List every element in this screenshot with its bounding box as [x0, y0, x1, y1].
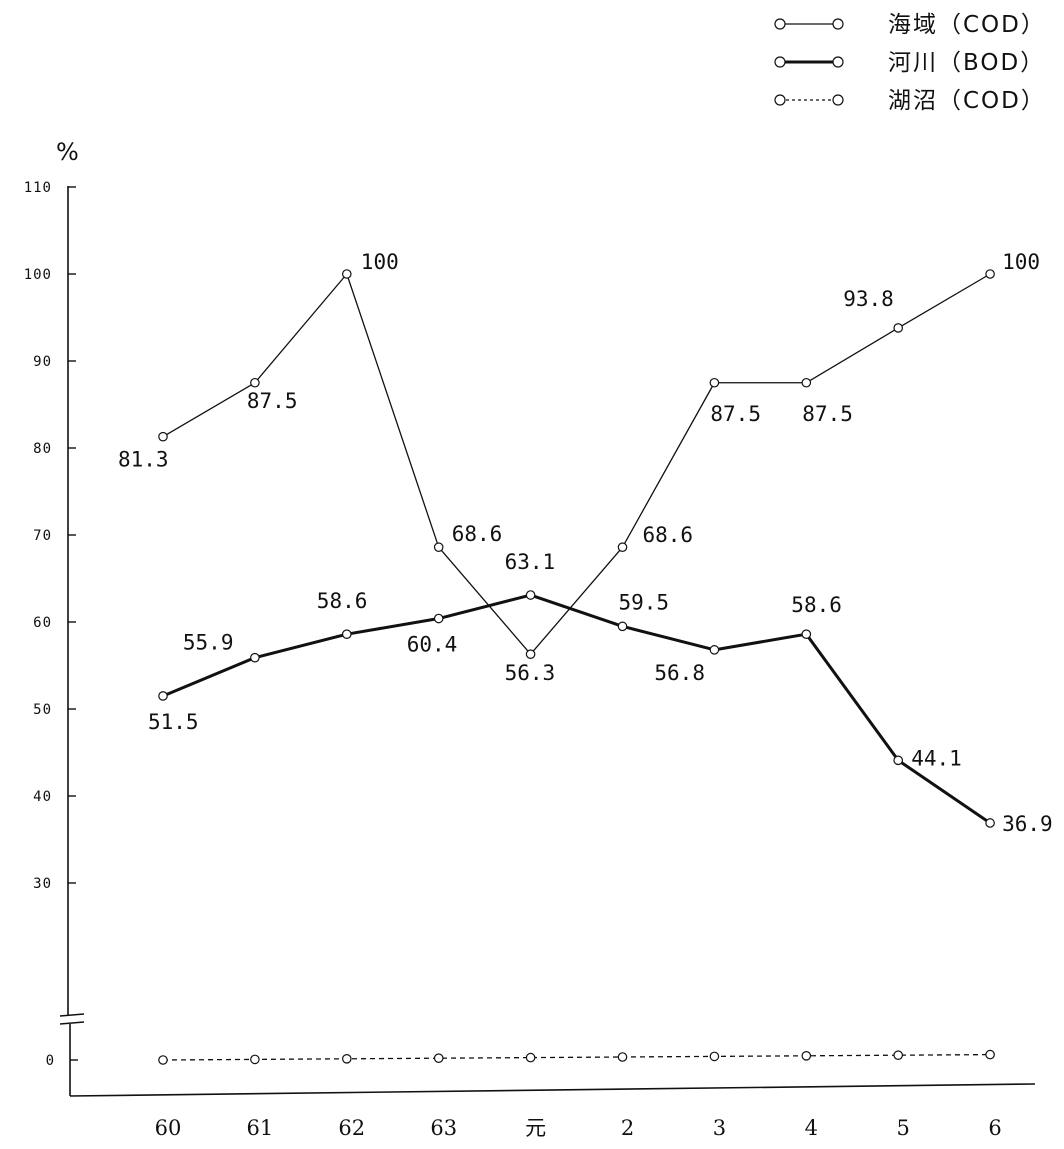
x-tick-label: 62 [338, 1116, 365, 1140]
series-line-1 [162, 273, 991, 655]
axes [59, 186, 1036, 1097]
legend-marker [832, 94, 844, 106]
x-axis [69, 1083, 1036, 1097]
data-label: 68.6 [643, 523, 694, 547]
data-label: 63.1 [505, 550, 556, 574]
data-label: 87.5 [247, 389, 298, 413]
data-label: 58.6 [317, 589, 368, 613]
y-tick-label: 40 [33, 789, 52, 805]
series-2-point-9 [893, 755, 903, 766]
series-2-point-5 [525, 590, 536, 600]
legend-marker [774, 94, 786, 106]
series-1-point-1 [158, 431, 168, 442]
x-tick-label: 4 [805, 1116, 818, 1140]
y-tick-label: 90 [33, 354, 52, 370]
axis-break-mark [59, 1021, 85, 1025]
legend-item: 海域（COD） [774, 12, 1046, 38]
data-label: 55.9 [183, 631, 234, 655]
series-2-point-6 [617, 621, 628, 632]
series-3-point-8 [801, 1051, 812, 1061]
series-3-point-1 [158, 1055, 168, 1065]
legend-marker [832, 18, 844, 30]
series-1-point-2 [250, 377, 260, 388]
series-group [158, 269, 995, 1065]
series-3-point-5 [525, 1052, 536, 1063]
series-2-point-8 [801, 629, 812, 639]
x-tick-label: 63 [430, 1116, 457, 1140]
data-label: 59.5 [619, 590, 670, 614]
series-1-point-8 [801, 377, 812, 388]
legend-marker [774, 18, 786, 30]
series-3-point-3 [341, 1054, 352, 1064]
series-line-3 [162, 1053, 991, 1061]
data-label: 100 [1002, 250, 1040, 274]
y-tick-label: 30 [33, 876, 52, 892]
series-2-point-7 [709, 645, 720, 655]
data-labels: 81.3 87.5 100 68.6 56.3 68.6 87.5 87.5 93.8 100 51… [118, 250, 1053, 836]
series-3-point-7 [709, 1051, 720, 1062]
legend: 海域（COD） 河川（BOD） 湖沼（COD） [774, 12, 1046, 114]
series-2-point-4 [433, 613, 444, 624]
axis-break-mark [59, 1013, 85, 1017]
data-label: 36.9 [1002, 812, 1053, 836]
data-label: 44.1 [911, 746, 962, 770]
series-3-point-10 [985, 1049, 995, 1060]
legend-marker [774, 56, 786, 68]
series-2-point-3 [341, 629, 352, 639]
x-tick-label: 61 [247, 1116, 274, 1140]
y-tick-label: 110 [24, 180, 52, 196]
data-label: 87.5 [802, 402, 853, 426]
data-label: 68.6 [452, 522, 503, 546]
series-2-point-1 [158, 691, 168, 701]
data-label: 93.8 [843, 287, 894, 311]
y-tick-label: 80 [33, 441, 52, 457]
data-label: 81.3 [118, 448, 169, 472]
legend-item: 湖沼（COD） [774, 88, 1046, 114]
y-tick-label: 70 [33, 528, 52, 544]
x-tick-label: 60 [155, 1116, 182, 1140]
series-1-point-4 [433, 542, 444, 552]
series-2-point-10 [985, 818, 995, 828]
legend-label: 海域（COD） [888, 12, 1046, 38]
y-tick-label: 50 [33, 702, 52, 718]
series-line-2 [162, 593, 991, 825]
series-3-point-2 [250, 1054, 260, 1065]
series-1-point-6 [617, 542, 628, 552]
y-tick-label: 100 [24, 267, 52, 283]
data-label: 56.3 [505, 661, 556, 685]
y-axis-unit: % [56, 138, 79, 166]
series-1-point-9 [893, 323, 903, 333]
x-tick-label: 2 [621, 1116, 634, 1140]
series-1-point-10 [985, 269, 995, 279]
y-tick-label: 0 [46, 1053, 55, 1069]
data-label: 87.5 [710, 402, 761, 426]
legend-label: 湖沼（COD） [888, 88, 1046, 114]
x-tick-label: 3 [713, 1116, 726, 1140]
data-label: 56.8 [654, 661, 705, 685]
series-3-point-9 [893, 1050, 903, 1060]
legend-item: 河川（BOD） [774, 50, 1045, 76]
x-tick-label: 5 [897, 1116, 910, 1140]
data-label: 58.6 [791, 593, 842, 617]
series-2-point-2 [250, 652, 260, 663]
data-label: 60.4 [407, 633, 458, 657]
series-1-point-7 [709, 377, 720, 388]
y-tick-label: 60 [33, 615, 52, 631]
series-3-point-6 [617, 1052, 628, 1062]
series-1-point-5 [525, 649, 536, 659]
series-1-point-3 [341, 269, 352, 279]
series-3-point-4 [433, 1053, 444, 1063]
legend-label: 河川（BOD） [888, 50, 1045, 76]
data-label: 51.5 [148, 710, 199, 734]
tick-labels: 110 100 90 80 70 60 50 40 30 0% 60 61 62 63 元 2 3 4 5 6 [24, 138, 1002, 1140]
data-label: 100 [361, 250, 399, 274]
x-tick-label: 元 [525, 1116, 546, 1140]
x-tick-label: 6 [988, 1116, 1001, 1140]
legend-marker [832, 56, 844, 68]
